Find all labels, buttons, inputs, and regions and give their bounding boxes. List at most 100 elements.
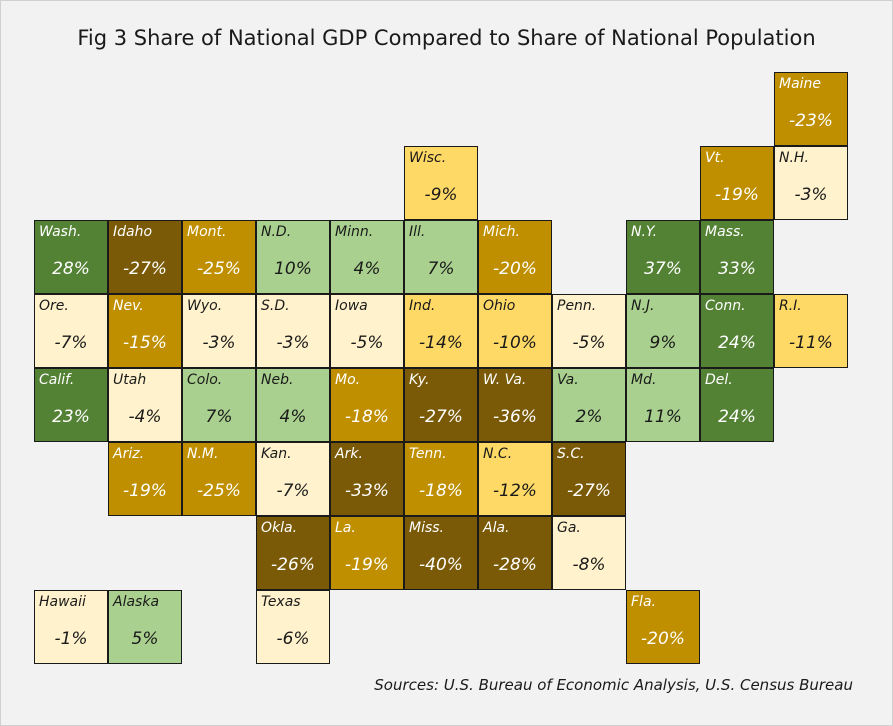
state-abbr: Va. xyxy=(557,372,579,388)
state-abbr: N.Y. xyxy=(631,224,658,240)
state-abbr: Mass. xyxy=(705,224,745,240)
state-abbr: Okla. xyxy=(261,520,298,536)
state-value: -20% xyxy=(641,629,685,649)
state-tile: Vt. -19% xyxy=(700,146,774,220)
state-tile: Va. 2% xyxy=(552,368,626,442)
state-tile: Ga. -8% xyxy=(552,516,626,590)
state-tile: Idaho -27% xyxy=(108,220,182,294)
state-tile: Hawaii -1% xyxy=(34,590,108,664)
state-abbr: Iowa xyxy=(335,298,368,314)
state-tile: Maine -23% xyxy=(774,72,848,146)
state-abbr: Minn. xyxy=(335,224,374,240)
state-tile: Ark. -33% xyxy=(330,442,404,516)
state-abbr: Mont. xyxy=(187,224,227,240)
state-value: -15% xyxy=(123,333,167,353)
state-abbr: R.I. xyxy=(779,298,802,314)
state-tile: N.M. -25% xyxy=(182,442,256,516)
state-tile: Wyo. -3% xyxy=(182,294,256,368)
state-abbr: Kan. xyxy=(261,446,292,462)
state-tile: W. Va. -36% xyxy=(478,368,552,442)
state-tile: Ohio -10% xyxy=(478,294,552,368)
state-value: -6% xyxy=(276,629,310,649)
state-tile: Tenn. -18% xyxy=(404,442,478,516)
state-abbr: Ore. xyxy=(39,298,69,314)
state-value: -27% xyxy=(123,259,167,279)
state-tile: S.D. -3% xyxy=(256,294,330,368)
state-abbr: Ill. xyxy=(409,224,426,240)
state-value: 24% xyxy=(718,333,756,353)
state-value: 7% xyxy=(427,259,455,279)
state-tile: Del. 24% xyxy=(700,368,774,442)
state-tile: Ind. -14% xyxy=(404,294,478,368)
state-tile: Texas -6% xyxy=(256,590,330,664)
state-abbr: Ark. xyxy=(335,446,363,462)
state-tile: Ariz. -19% xyxy=(108,442,182,516)
state-abbr: Texas xyxy=(261,594,301,610)
state-value: 11% xyxy=(644,407,682,427)
state-value: -27% xyxy=(567,481,611,501)
state-abbr: Maine xyxy=(779,76,822,92)
state-value: -25% xyxy=(197,259,241,279)
state-abbr: Alaska xyxy=(113,594,160,610)
state-tile: Penn. -5% xyxy=(552,294,626,368)
state-abbr: Utah xyxy=(113,372,147,388)
state-abbr: S.C. xyxy=(557,446,585,462)
state-tile: Ore. -7% xyxy=(34,294,108,368)
state-tile: Mich. -20% xyxy=(478,220,552,294)
state-value: 4% xyxy=(279,407,307,427)
state-abbr: Mo. xyxy=(335,372,361,388)
state-value: -26% xyxy=(271,555,315,575)
state-tile: Ill. 7% xyxy=(404,220,478,294)
state-value: 28% xyxy=(52,259,90,279)
state-abbr: La. xyxy=(335,520,356,536)
state-abbr: Wisc. xyxy=(409,150,447,166)
state-value: -27% xyxy=(419,407,463,427)
state-value: -20% xyxy=(493,259,537,279)
state-value: 9% xyxy=(649,333,677,353)
state-value: -9% xyxy=(424,185,458,205)
state-tile: Utah -4% xyxy=(108,368,182,442)
state-value: -18% xyxy=(345,407,389,427)
state-value: -14% xyxy=(419,333,463,353)
state-value: -19% xyxy=(123,481,167,501)
state-tile: N.J. 9% xyxy=(626,294,700,368)
state-value: -36% xyxy=(493,407,537,427)
state-abbr: N.J. xyxy=(631,298,655,314)
state-abbr: Vt. xyxy=(705,150,725,166)
sources-note: Sources: U.S. Bureau of Economic Analysi… xyxy=(374,676,853,694)
state-value: -19% xyxy=(345,555,389,575)
state-tile: Alaska 5% xyxy=(108,590,182,664)
state-value: 2% xyxy=(575,407,603,427)
state-value: -3% xyxy=(276,333,310,353)
state-tile: Conn. 24% xyxy=(700,294,774,368)
state-tile: Kan. -7% xyxy=(256,442,330,516)
state-tile: Fla. -20% xyxy=(626,590,700,664)
state-abbr: Ariz. xyxy=(113,446,145,462)
state-abbr: Hawaii xyxy=(39,594,86,610)
state-tile: Ala. -28% xyxy=(478,516,552,590)
state-value: -7% xyxy=(54,333,88,353)
state-value: 24% xyxy=(718,407,756,427)
state-abbr: Miss. xyxy=(409,520,445,536)
state-value: -23% xyxy=(789,111,833,131)
state-tile: N.D. 10% xyxy=(256,220,330,294)
state-tile: Wisc. -9% xyxy=(404,146,478,220)
state-tile: Okla. -26% xyxy=(256,516,330,590)
state-abbr: Colo. xyxy=(187,372,223,388)
state-abbr: Md. xyxy=(631,372,657,388)
state-tile: R.I. -11% xyxy=(774,294,848,368)
state-abbr: Fla. xyxy=(631,594,656,610)
state-tile: Mont. -25% xyxy=(182,220,256,294)
state-abbr: S.D. xyxy=(261,298,290,314)
state-tile: N.C. -12% xyxy=(478,442,552,516)
state-tile: Wash. 28% xyxy=(34,220,108,294)
state-tile: Miss. -40% xyxy=(404,516,478,590)
state-tile: Ky. -27% xyxy=(404,368,478,442)
state-tile: Nev. -15% xyxy=(108,294,182,368)
state-abbr: N.M. xyxy=(187,446,219,462)
state-tile: Mass. 33% xyxy=(700,220,774,294)
state-value: 5% xyxy=(131,629,159,649)
state-value: -19% xyxy=(715,185,759,205)
state-tile: Iowa -5% xyxy=(330,294,404,368)
